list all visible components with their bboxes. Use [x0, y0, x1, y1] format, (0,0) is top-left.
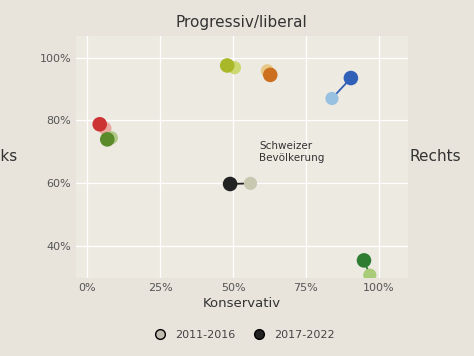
Point: [347, 75, 355, 81]
X-axis label: Konservativ: Konservativ: [203, 297, 281, 310]
Point: [266, 72, 274, 78]
Point: [96, 121, 103, 127]
Text: Schweizer
Bevölkerung: Schweizer Bevölkerung: [259, 141, 325, 163]
Point: [108, 135, 115, 141]
Point: [246, 180, 254, 186]
Point: [264, 68, 271, 74]
Point: [231, 65, 238, 70]
Text: Links: Links: [0, 149, 18, 164]
Point: [103, 136, 111, 142]
Point: [223, 63, 231, 68]
Title: Progressiv/liberal: Progressiv/liberal: [176, 15, 308, 30]
Point: [328, 96, 336, 101]
Text: Rechts: Rechts: [409, 149, 461, 164]
Point: [226, 181, 234, 187]
Point: [366, 272, 374, 278]
Legend: 2011-2016, 2017-2022: 2011-2016, 2017-2022: [145, 326, 339, 345]
Point: [101, 126, 109, 131]
Point: [360, 257, 368, 263]
